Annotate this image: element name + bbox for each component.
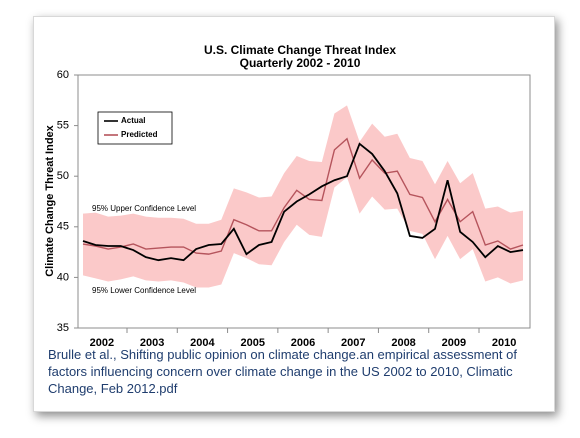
caption: Brulle et al., Shifting public opinion o… [48, 347, 517, 396]
confidence-band [83, 105, 523, 288]
x-tick-label: 2007 [341, 337, 365, 349]
x-tick-label: 2005 [240, 337, 264, 349]
annotation: 95% Lower Confidence Level [92, 286, 196, 295]
legend-label: Actual [121, 116, 145, 125]
y-tick-label: 60 [57, 69, 69, 81]
y-tick-label: 50 [57, 170, 69, 182]
chart-subtitle: Quarterly 2002 - 2010 [240, 56, 361, 70]
x-tick-label: 2002 [90, 337, 114, 349]
x-tick-label: 2004 [190, 337, 215, 349]
annotation: 95% Upper Confidence Level [92, 204, 196, 213]
legend-label: Predicted [121, 130, 158, 139]
x-tick-label: 2009 [442, 337, 466, 349]
series-line [82, 137, 524, 255]
x-tick-label: 2006 [291, 337, 315, 349]
x-tick-label: 2008 [391, 337, 415, 349]
chart-title: U.S. Climate Change Threat Index [204, 43, 396, 57]
x-tick-label: 2003 [140, 337, 164, 349]
y-axis-label: Climate Change Threat Index [44, 124, 56, 276]
y-tick-label: 35 [57, 322, 69, 334]
x-tick-label: 2010 [492, 337, 516, 349]
y-tick-label: 45 [57, 221, 69, 233]
y-tick-label: 55 [57, 120, 69, 132]
y-tick-label: 40 [57, 271, 69, 283]
legend-box [97, 111, 173, 145]
series-line [82, 142, 524, 262]
